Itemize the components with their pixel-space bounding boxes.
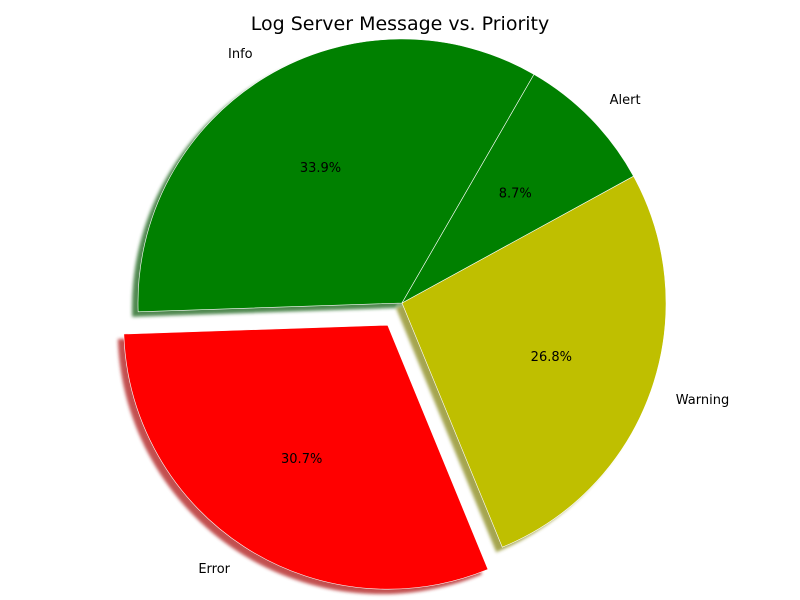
slice-percent-info: 33.9%: [300, 161, 341, 176]
slice-percent-error: 30.7%: [281, 452, 322, 467]
slice-alert: [401, 73, 634, 304]
slice-labels: Info Error Warning Alert: [198, 47, 729, 577]
slice-info: [137, 38, 535, 313]
slice-percent-alert: 8.7%: [499, 186, 532, 201]
slice-warning: [401, 175, 667, 548]
slice-label-error: Error: [198, 562, 230, 577]
slice-percent-warning: 26.8%: [531, 350, 572, 365]
percent-labels: 33.9% 30.7% 26.8% 8.7%: [281, 161, 572, 467]
slice-error: [123, 324, 489, 590]
slice-label-info: Info: [228, 47, 253, 62]
chart-title: Log Server Message vs. Priority: [251, 13, 549, 35]
slice-label-alert: Alert: [610, 93, 641, 108]
slice-label-warning: Warning: [676, 393, 729, 408]
slices: [123, 38, 667, 590]
